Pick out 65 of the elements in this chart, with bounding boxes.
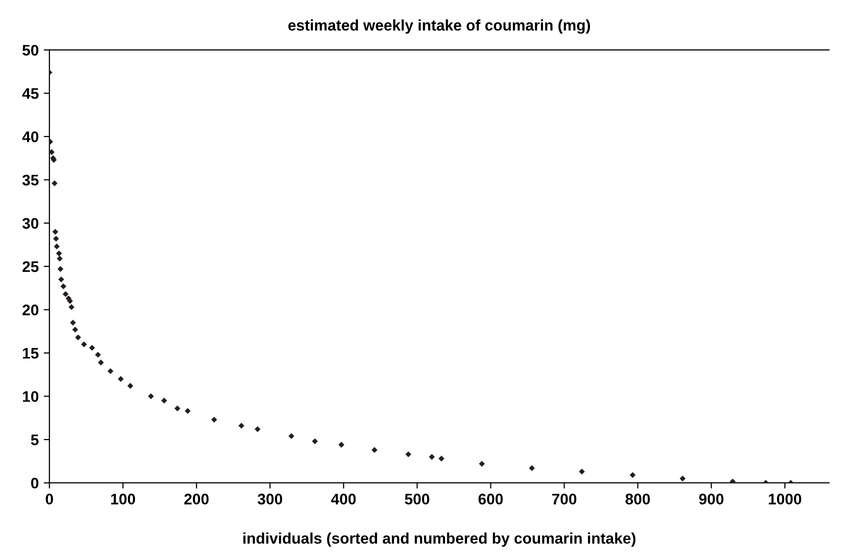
x-tick-label: 600 (478, 494, 503, 504)
point (288, 433, 294, 440)
point (238, 422, 244, 429)
y-tick-label: 45 (22, 88, 39, 99)
point (75, 334, 82, 340)
point (52, 228, 58, 235)
x-tick-label: 800 (626, 494, 650, 504)
point (254, 426, 260, 432)
point (56, 250, 62, 256)
point (49, 149, 55, 156)
point (174, 405, 180, 412)
point (68, 304, 74, 310)
point (405, 451, 412, 458)
point (56, 256, 63, 262)
point (58, 276, 64, 282)
point (148, 393, 154, 400)
point (630, 472, 636, 478)
point (528, 465, 535, 472)
x-tick-label: 0 (46, 494, 54, 504)
point (53, 236, 59, 242)
point (62, 291, 69, 298)
point (60, 283, 66, 290)
x-tick-label: 400 (331, 494, 356, 504)
point (70, 320, 76, 326)
point (95, 352, 101, 358)
point (211, 416, 218, 423)
point (184, 408, 191, 414)
point (52, 180, 58, 186)
x-axis-title: individuals (sorted and numbered by coumarin intake) (243, 532, 636, 547)
y-tick-label: 50 (22, 44, 38, 56)
point (438, 456, 444, 462)
point (680, 476, 686, 482)
point (72, 326, 78, 333)
point (98, 360, 104, 366)
point (54, 244, 60, 250)
point (58, 266, 64, 272)
y-tick-label: 30 (22, 218, 38, 229)
x-tick-label: 300 (258, 494, 282, 505)
y-tick-label: 15 (22, 348, 39, 359)
x-tick-label: 1000 (768, 494, 802, 504)
y-tick-label: 0 (31, 478, 38, 489)
chart-title: estimated weekly intake of coumarin (mg) (288, 19, 590, 34)
y-tick-label: 40 (22, 131, 38, 142)
point (108, 368, 114, 374)
y-tick-label: 35 (22, 174, 39, 186)
y-tick-label: 20 (22, 304, 38, 316)
y-tick-label: 25 (22, 261, 39, 272)
x-tick-label: 900 (699, 494, 724, 504)
point (478, 460, 485, 467)
point (127, 382, 134, 389)
point (89, 344, 96, 351)
point (372, 447, 378, 453)
x-tick-label: 700 (552, 494, 576, 504)
point (118, 376, 124, 382)
y-tick-label: 10 (22, 391, 38, 402)
x-tick-label: 200 (184, 494, 209, 504)
y-tick-label: 5 (30, 434, 39, 446)
point (81, 341, 87, 348)
point (578, 468, 585, 475)
x-tick-label: 100 (111, 494, 136, 504)
x-tick-label: 500 (404, 494, 430, 504)
point (338, 442, 344, 448)
point (428, 454, 435, 460)
point (312, 438, 318, 444)
point (161, 398, 168, 404)
